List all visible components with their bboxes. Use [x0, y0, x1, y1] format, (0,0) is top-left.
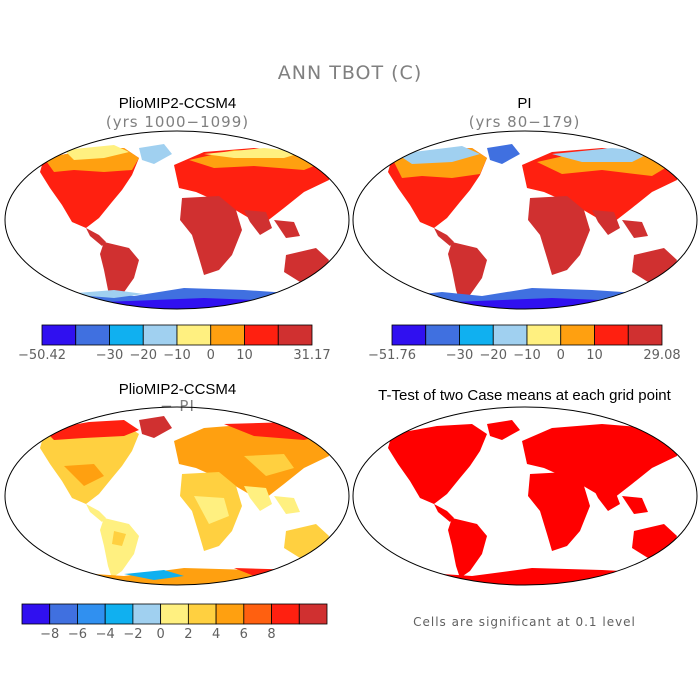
greenland: [487, 144, 520, 164]
panel3-title: PlioMIP2-CCSM4: [118, 381, 237, 398]
colorbar-swatch: [271, 603, 300, 625]
colorbar-swatch: [277, 324, 313, 346]
panel2-title: PI: [517, 95, 532, 112]
australia: [632, 248, 677, 282]
colorbar-tick-label: 2: [184, 627, 192, 642]
colorbar-swatch: [391, 324, 427, 346]
panel3-map: [4, 406, 350, 586]
map-border: [4, 130, 350, 310]
colorbar-tick-label: 10: [586, 348, 603, 363]
colorbar-tick-label: 29.08: [643, 348, 680, 363]
greenland: [487, 420, 520, 440]
colorbar-swatch: [49, 603, 78, 625]
map-border: [352, 406, 698, 586]
colorbar-swatch: [187, 603, 217, 625]
panel1-map: [4, 130, 350, 310]
colorbar-tick-label: 0: [156, 627, 164, 642]
colorbar-tick-label: 31.17: [293, 348, 330, 363]
colorbar-tick-label: −50.42: [18, 348, 66, 363]
north-america: [40, 424, 139, 504]
australia: [284, 524, 329, 558]
map-border: [4, 406, 350, 586]
panel3-subtitle: − PI: [160, 397, 195, 415]
panel3-colorbar: −8 −6 −4 −2 0 2 4 6 8: [21, 603, 328, 642]
colorbar-swatch: [298, 603, 328, 625]
colorbar-tick-label: 0: [207, 348, 215, 363]
colorbar-tick-label: 4: [212, 627, 220, 642]
south-america: [448, 242, 487, 302]
south-america: [100, 242, 139, 302]
colorbar-swatch: [176, 324, 212, 346]
colorbar-tick-label: −30: [446, 348, 473, 363]
africa: [528, 472, 590, 551]
eurasia: [522, 424, 682, 498]
colorbar-swatch: [132, 603, 162, 625]
colorbar-swatch: [142, 324, 178, 346]
australia: [632, 524, 677, 558]
colorbar-tick-label: 6: [240, 627, 248, 642]
colorbar-swatch: [492, 324, 528, 346]
south-america: [448, 518, 487, 578]
colorbar-swatch: [560, 324, 595, 346]
colorbar-swatch: [77, 603, 106, 625]
colorbar-tick-label: −51.76: [368, 348, 416, 363]
panel1-colorbar: −50.42 −30 −20 −10 0 10 31.17: [18, 324, 331, 363]
colorbar-swatch: [244, 324, 279, 346]
colorbar-swatch: [243, 603, 272, 625]
colorbar-tick-label: −20: [130, 348, 157, 363]
panel4-title: T-Test of two Case means at each grid po…: [378, 387, 671, 404]
colorbar-swatch: [104, 603, 134, 625]
colorbar-tick-label: −30: [96, 348, 123, 363]
colorbar-tick-label: 0: [557, 348, 565, 363]
colorbar-swatch: [109, 324, 144, 346]
australia: [284, 248, 329, 282]
colorbar-swatch: [215, 603, 245, 625]
colorbar-swatch: [627, 324, 663, 346]
colorbar-swatch: [21, 603, 51, 625]
north-america: [388, 424, 487, 504]
colorbar-tick-label: −10: [513, 348, 540, 363]
colorbar-tick-label: 8: [267, 627, 275, 642]
colorbar-tick-label: −2: [123, 627, 142, 642]
greenland: [139, 416, 172, 438]
panel2-subtitle: (yrs 80−179): [468, 113, 581, 131]
figure-title: ANN TBOT (C): [277, 62, 423, 84]
antarctica: [353, 568, 697, 585]
panel2-colorbar: −51.76 −30 −20 −10 0 10 29.08: [368, 324, 681, 363]
map-border: [352, 130, 698, 310]
colorbar-tick-label: −6: [68, 627, 87, 642]
greenland: [139, 144, 172, 164]
colorbar-swatch: [459, 324, 494, 346]
colorbar-tick-label: −10: [163, 348, 190, 363]
colorbar-tick-label: −8: [40, 627, 59, 642]
colorbar-swatch: [210, 324, 245, 346]
colorbar-swatch: [75, 324, 110, 346]
africa: [528, 196, 590, 275]
colorbar-tick-label: 10: [236, 348, 253, 363]
colorbar-tick-label: −20: [480, 348, 507, 363]
africa: [180, 196, 242, 275]
panel2-map: [352, 130, 698, 310]
south-america: [100, 518, 139, 578]
colorbar-swatch: [41, 324, 77, 346]
panel1-subtitle: (yrs 1000−1099): [105, 113, 250, 131]
panel1-title: PlioMIP2-CCSM4: [118, 95, 237, 112]
colorbar-tick-label: −4: [96, 627, 115, 642]
significance-note: Cells are significant at 0.1 level: [413, 615, 636, 629]
colorbar-swatch: [526, 324, 562, 346]
colorbar-swatch: [425, 324, 460, 346]
panel4-map: [352, 406, 698, 586]
colorbar-swatch: [160, 603, 189, 625]
colorbar-swatch: [594, 324, 629, 346]
